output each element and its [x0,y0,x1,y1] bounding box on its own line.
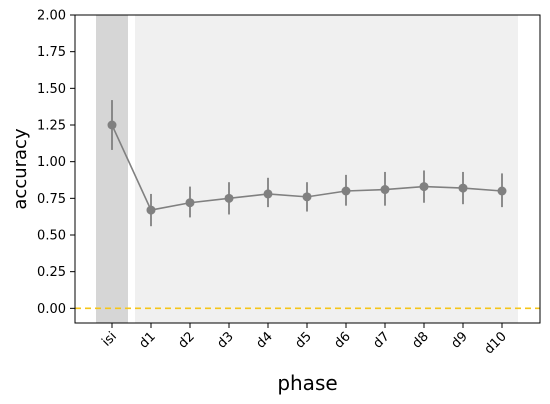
shaded-region-1 [96,15,128,323]
y-tick-label: 0.50 [37,229,66,244]
y-tick-label: 1.25 [37,119,66,134]
x-tick-label: d6 [332,329,354,351]
x-tick-label: d9 [449,329,471,351]
x-tick-label: d2 [176,329,198,351]
data-point-d5 [302,192,312,202]
y-tick-label: 1.75 [37,45,66,60]
y-axis-ticks: 0.00 0.25 0.50 0.75 1.00 1.25 1.50 1.75 2.00 [37,9,75,317]
shaded-region-2 [135,15,518,323]
data-point-d6 [341,186,351,196]
x-tick-label: d3 [215,329,237,351]
data-point-d9 [458,183,468,193]
shaded-regions [96,15,518,323]
y-tick-label: 0.00 [37,302,66,317]
data-point-isi [107,120,117,130]
y-tick-label: 2.00 [37,9,66,24]
data-point-d1 [146,205,156,215]
data-point-d2 [185,198,195,208]
x-tick-label: d4 [254,329,276,351]
series-group [107,100,507,227]
x-tick-label: d5 [293,329,315,351]
x-tick-label: d7 [371,329,393,351]
data-point-d10 [497,186,507,196]
x-axis-label: phase [277,371,337,395]
x-tick-label: d10 [482,329,510,357]
x-tick-label: isi [99,329,120,350]
y-axis-label: accuracy [10,128,31,210]
x-tick-label: d1 [137,329,159,351]
x-tick-label: d8 [410,329,432,351]
y-tick-label: 1.00 [37,155,66,170]
data-point-d8 [419,182,429,192]
data-point-d3 [224,193,234,203]
y-tick-label: 0.25 [37,265,66,280]
x-axis-ticks: isi d1 d2 d3 d4 d5 d6 d7 d8 d9 d10 [99,323,510,357]
y-tick-label: 0.75 [37,192,66,207]
y-tick-label: 1.50 [37,82,66,97]
data-point-d7 [380,185,390,195]
data-point-d4 [263,189,273,199]
